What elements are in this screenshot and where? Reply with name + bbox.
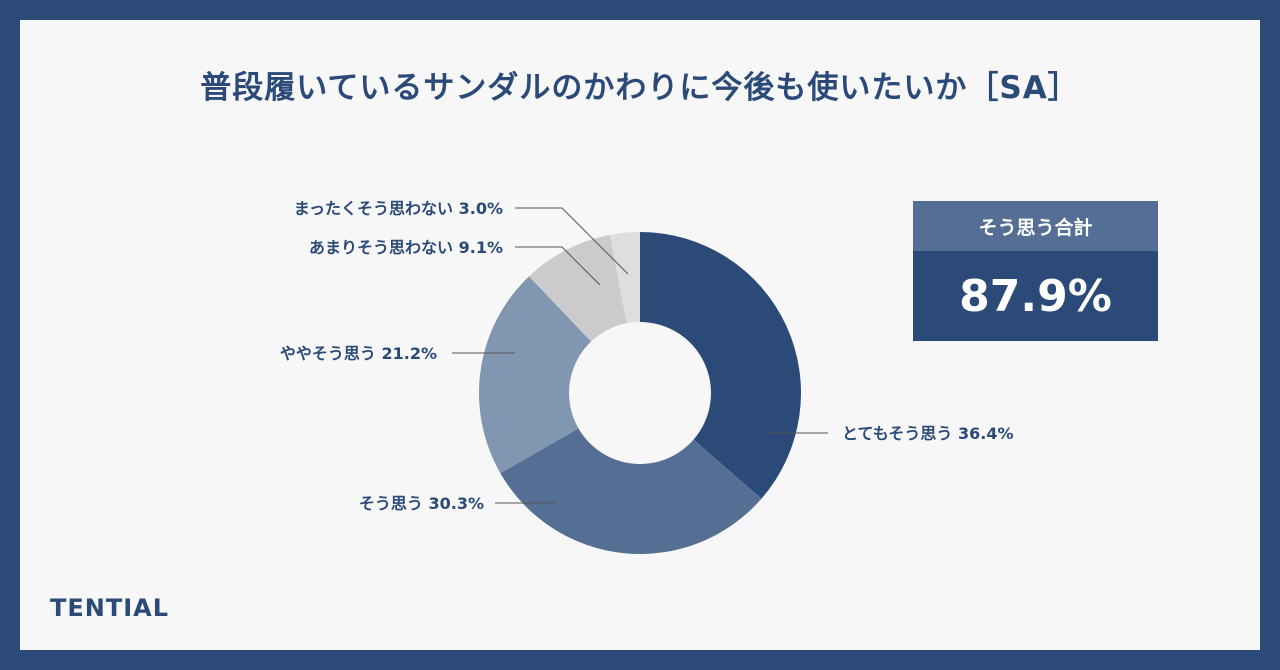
slice-label: そう思う 30.3% bbox=[359, 494, 484, 513]
slice-label: あまりそう思わない 9.1% bbox=[309, 238, 503, 257]
summary-label: そう思う合計 bbox=[913, 201, 1158, 251]
brand-logo: TENTIAL bbox=[50, 594, 170, 622]
leader-line bbox=[515, 207, 629, 275]
slice-label: まったくそう思わない 3.0% bbox=[294, 199, 503, 218]
summary-value: 87.9% bbox=[913, 251, 1158, 341]
summary-box: そう思う合計 87.9% bbox=[913, 201, 1158, 341]
pie-slice bbox=[640, 232, 801, 499]
pie-slice bbox=[479, 276, 592, 474]
pie-slice bbox=[500, 428, 762, 554]
pie-slice bbox=[529, 234, 627, 342]
leader-line bbox=[515, 246, 601, 286]
chart-title: 普段履いているサンダルのかわりに今後も使いたいか［SA］ bbox=[200, 70, 1080, 106]
slice-label: ややそう思う 21.2% bbox=[280, 344, 437, 363]
pie-slice bbox=[609, 232, 640, 324]
slice-label: とてもそう思う 36.4% bbox=[842, 424, 1013, 443]
